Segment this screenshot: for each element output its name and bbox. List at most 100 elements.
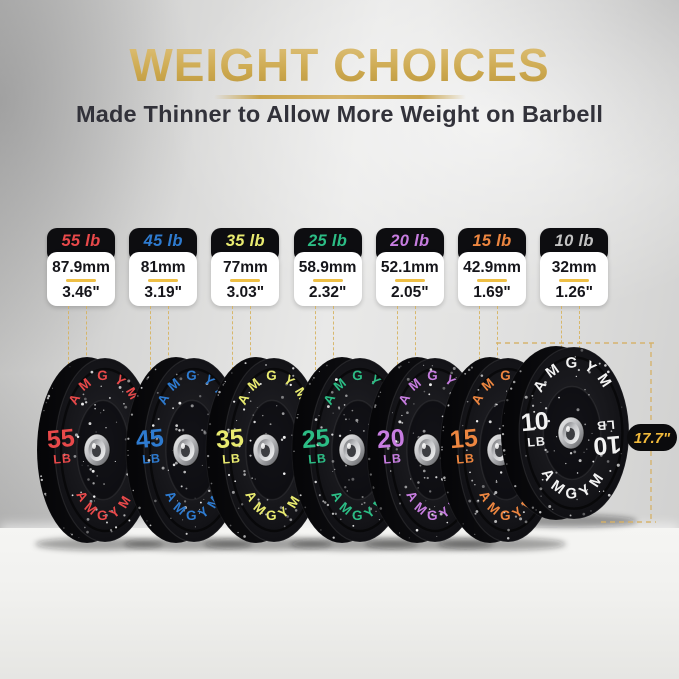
spec-divider [559,279,590,282]
spec-card-body: 32mm 1.26" [540,252,609,306]
spec-inch-value: 3.19" [144,284,182,301]
plate-brand-arc-bottom: AMGYM [328,488,392,523]
plate-brand-arc-bottom: AMGYM [538,466,611,503]
spec-mm-value: 58.9mm [298,259,357,276]
spec-weight-label: 45 lb [143,231,183,250]
leader-line [168,306,170,376]
leader-line [86,306,87,376]
spec-divider [312,279,343,282]
plate-brand-arc-bottom: AMGYM [73,488,137,523]
svg-text:45: 45 [135,424,165,454]
spec-divider [394,279,425,282]
svg-text:20: 20 [376,424,406,454]
leader-line [332,306,334,376]
svg-text:LB: LB [456,451,476,467]
spec-divider [66,279,96,282]
plate-brand-arc-bottom: AMGYM [403,488,467,523]
plate-brand-arc-top: AMGYM [234,368,313,407]
leader-line [150,306,152,370]
svg-text:15: 15 [449,424,479,454]
spec-mm-value: 77mm [222,259,268,276]
spec-mm-value: 81mm [140,259,186,276]
plate-brand-arc-top: AMGYM [65,368,144,407]
steel-hub [413,433,441,467]
steel-hub [557,416,585,450]
plate-brand-arc-bottom: AMGYM [242,488,306,523]
spec-card: 20 lb 52.1mm 2.05" [375,228,444,376]
leader-line [579,306,581,364]
spec-divider [230,279,261,282]
steel-hub [252,433,280,467]
spec-card: 45 lb 81mm 3.19" [129,228,198,376]
svg-text:LB: LB [596,417,616,433]
svg-text:LB: LB [527,434,547,450]
plate-brand-arc-bottom: AMGYM [476,488,540,523]
spec-inch-value: 3.46" [62,284,100,301]
leader-line [479,306,480,370]
spec-card-body: 87.9mm 3.46" [47,252,115,306]
svg-text:35: 35 [215,424,245,454]
spec-weight-label: 25 lb [308,231,348,250]
floor-background [0,528,679,679]
spec-card-body: 58.9mm 2.32" [293,252,362,306]
spec-inch-value: 1.26" [555,284,593,301]
spec-weight-label: 55 lb [61,231,101,250]
spec-card-body: 81mm 3.19" [129,252,198,306]
spec-card: 35 lb 77mm 3.03" [211,228,280,376]
svg-text:LB: LB [308,451,328,467]
spec-card-body: 42.9mm 1.69" [458,252,526,306]
spec-inch-value: 2.32" [308,284,347,301]
leader-line [68,306,69,370]
spec-card-body: 52.1mm 2.05" [375,252,444,306]
spec-mm-value: 52.1mm [380,259,439,276]
dimension-label-pill [627,424,677,451]
dimension-label: 17.7" [634,430,671,447]
leader-line [497,306,498,376]
spec-card: 25 lb 58.9mm 2.32" [293,228,362,376]
plate-brand-arc-top: AMGYM [468,368,547,407]
steel-hub [486,433,514,467]
spec-weight-label: 20 lb [390,231,430,250]
svg-text:55: 55 [46,424,76,454]
spec-mm-value: 42.9mm [463,259,521,276]
page-title: WEIGHT CHOICES [0,38,679,92]
leader-line [250,306,252,376]
spec-mm-value: 32mm [551,259,597,276]
svg-text:10: 10 [592,430,622,460]
steel-hub [172,433,200,467]
diameter-dimension: 17.7" [496,342,677,523]
spec-weight-label: 35 lb [225,231,265,250]
spec-mm-value: 87.9mm [52,259,110,276]
leader-line [232,306,234,370]
spec-card: 10 lb 32mm 1.26" [540,228,609,364]
leader-line [414,306,416,376]
plate-brand-arc-top: AMGYM [530,355,618,396]
svg-text:LB: LB [383,451,403,467]
spec-weight-label: 15 lb [472,231,512,250]
spec-inch-value: 3.03" [226,284,265,301]
leader-line [314,306,316,370]
spec-card: 55 lb 87.9mm 3.46" [47,228,115,376]
page-subtitle: Made Thinner to Allow More Weight on Bar… [75,101,604,127]
steel-hub [338,433,366,467]
plate-brand-arc-top: AMGYM [395,368,474,407]
svg-text:LB: LB [222,451,242,467]
title-underline [213,95,466,99]
leader-line [561,306,563,358]
steel-hub [83,433,111,467]
